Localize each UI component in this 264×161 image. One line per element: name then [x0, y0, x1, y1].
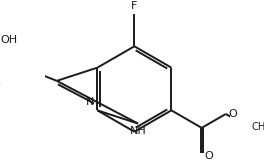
- Text: OH: OH: [1, 35, 18, 46]
- Text: F: F: [131, 1, 138, 11]
- Text: CH₃: CH₃: [252, 122, 264, 132]
- Text: O: O: [228, 109, 237, 119]
- Text: NH: NH: [130, 126, 147, 136]
- Text: N: N: [86, 97, 94, 107]
- Text: O: O: [204, 151, 213, 161]
